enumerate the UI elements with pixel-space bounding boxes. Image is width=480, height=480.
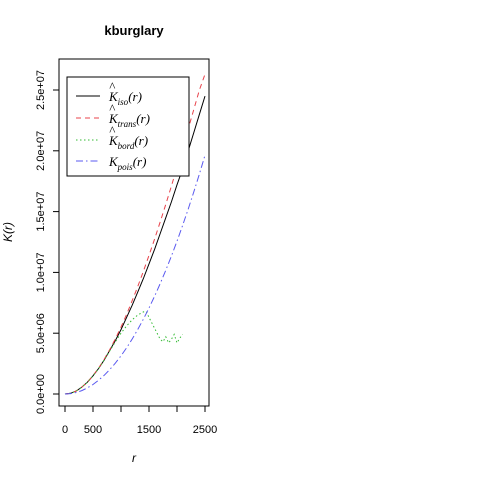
y-tick-label: 0.0e+00 — [35, 374, 47, 414]
x-tick-label: 1500 — [137, 424, 161, 436]
legend-hat-iso: ^ — [109, 79, 116, 94]
legend-label-pois: Kpois(r) — [108, 154, 146, 172]
series-line-pois — [64, 155, 206, 395]
legend-entry-iso: Kiso(r) ^ — [76, 79, 142, 107]
legend-hat-bord: ^ — [109, 123, 116, 138]
legend-label-iso: Kiso(r) — [108, 89, 142, 107]
x-axis-title: r — [132, 451, 137, 465]
y-axis-title: K(r) — [1, 222, 15, 242]
y-tick-label: 1.5e+07 — [35, 192, 47, 232]
series-line-bord — [64, 310, 183, 395]
legend: Kiso(r) ^ Ktrans(r) ^ Kbord(r) ^ Kpois(r… — [66, 76, 190, 177]
y-tick-label: 5.0e+06 — [35, 313, 47, 353]
legend-entry-pois: Kpois(r) — [76, 154, 146, 172]
x-tick-label: 2500 — [193, 424, 217, 436]
legend-box — [66, 76, 190, 177]
series-line-trans — [64, 74, 206, 395]
x-axis: 0 500 1500 2500 — [62, 405, 217, 436]
x-tick-label: 0 — [62, 424, 68, 436]
y-tick-label: 2.5e+07 — [35, 70, 47, 110]
y-tick-label: 1.0e+07 — [35, 252, 47, 292]
y-axis: 0.0e+00 5.0e+06 1.0e+07 1.5e+07 2.0e+07 2.5e+… — [35, 70, 60, 414]
x-tick-label: 500 — [84, 424, 102, 436]
legend-hat-trans: ^ — [109, 101, 116, 116]
y-tick-label: 2.0e+07 — [35, 131, 47, 171]
chart-title: kburglary — [104, 23, 164, 38]
